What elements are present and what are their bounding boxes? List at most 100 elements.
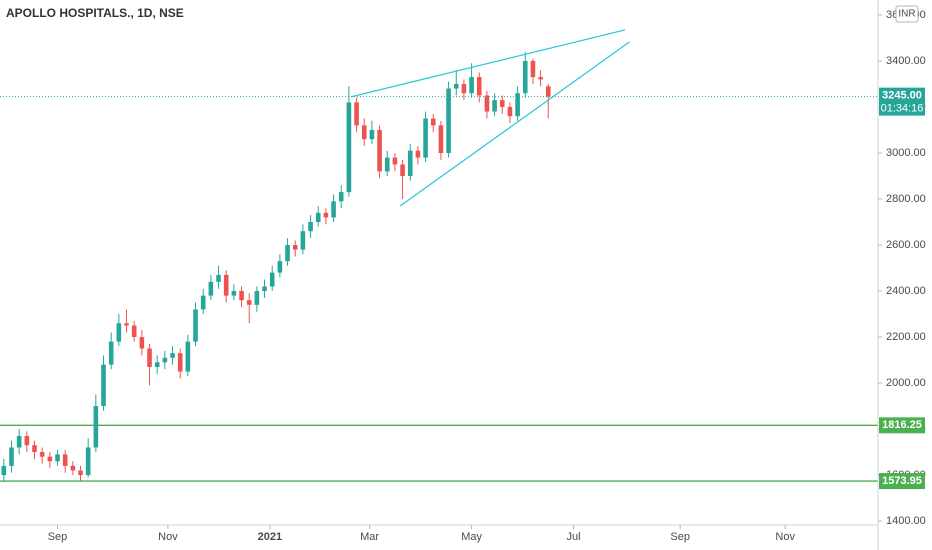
candle-body [193, 309, 198, 342]
candle-body [177, 353, 183, 372]
candle-body [116, 323, 122, 342]
candle-body [246, 300, 252, 305]
y-tick-label: 3400.00 [886, 55, 926, 67]
level-label: 1573.95 [882, 475, 922, 487]
candle-body [62, 454, 68, 466]
plot-area [0, 29, 878, 482]
candle-body [78, 470, 83, 476]
candle-body [24, 435, 30, 446]
candle-body [469, 77, 474, 94]
candle-body [39, 452, 45, 457]
candle-body [170, 353, 175, 358]
candle-body [139, 337, 145, 349]
level-badge [879, 473, 925, 490]
candle-body [277, 261, 283, 273]
candle-body [269, 272, 275, 287]
candle-body [346, 102, 352, 193]
candle-body [499, 100, 505, 107]
trendline [399, 41, 630, 207]
candle-body [1, 465, 7, 476]
x-tick-label: Sep [670, 531, 690, 543]
x-tick-label: 2021 [258, 531, 282, 543]
candle-body [9, 447, 14, 466]
x-tick-label: Sep [48, 531, 68, 543]
candle-body [369, 129, 375, 140]
candle-body [354, 102, 359, 126]
candle-body [208, 281, 214, 296]
countdown: 01:34:16 [881, 103, 924, 115]
candle-body [530, 60, 536, 78]
candle-body [200, 295, 206, 310]
chart-title: APOLLO HOSPITALS., 1D, NSE [6, 6, 184, 20]
y-tick-label: 2400.00 [886, 285, 926, 297]
candle-body [32, 445, 37, 453]
y-tick-label: 3000.00 [886, 147, 926, 159]
candle-body [338, 192, 344, 202]
last-price-label: 3245.00 [882, 90, 922, 102]
candle-body [492, 100, 497, 112]
candle-body [16, 435, 22, 448]
x-tick-label: May [461, 531, 482, 543]
candle-body [476, 77, 482, 96]
x-tick-label: Mar [360, 531, 379, 543]
y-tick-label: 2800.00 [886, 193, 926, 205]
candle-body [70, 465, 76, 471]
candle-body [223, 274, 229, 296]
candle-body [85, 447, 91, 476]
candle-body [124, 323, 129, 326]
currency-label: INR [898, 9, 915, 20]
candle-body [415, 150, 421, 158]
candle-body [377, 129, 382, 172]
candle-body [400, 164, 405, 176]
level-label: 1816.25 [882, 419, 922, 431]
y-tick-label: 2600.00 [886, 239, 926, 251]
candle-body [538, 77, 543, 80]
candle-body [93, 406, 99, 448]
candle-body [55, 454, 60, 462]
candle-body [384, 157, 390, 172]
candle-body [239, 291, 244, 301]
candle-body [522, 60, 528, 94]
y-tick-label: 2200.00 [886, 331, 926, 343]
candle-body [507, 106, 513, 117]
candle-body [484, 95, 490, 112]
candle-body [438, 125, 444, 153]
trendline [351, 29, 626, 98]
candle-body [423, 118, 428, 158]
candle-body [461, 83, 467, 94]
candle-body [515, 93, 520, 117]
candle-body [407, 150, 413, 176]
x-tick-label: Nov [158, 531, 178, 543]
candle-body [545, 86, 551, 97]
candle-body [47, 456, 53, 462]
candle-body [308, 222, 313, 232]
candle-body [392, 157, 398, 165]
candle-body [254, 291, 260, 305]
candle-body [331, 201, 336, 218]
candle-body [162, 357, 168, 363]
level-badge [879, 417, 925, 434]
x-tick-label: Jul [567, 531, 581, 543]
candle-body [216, 274, 221, 282]
candle-body [430, 118, 436, 126]
candle-body [231, 291, 237, 296]
candle-body [453, 83, 459, 89]
x-tick-label: Nov [775, 531, 795, 543]
currency-badge [895, 5, 919, 23]
candle-body [300, 231, 306, 250]
y-tick-label: 2000.00 [886, 377, 926, 389]
candle-body [101, 364, 106, 407]
candle-body [292, 245, 298, 250]
candle-body [361, 125, 367, 140]
candle-body [315, 212, 321, 223]
candle-body [185, 341, 191, 372]
candle-body [285, 245, 290, 262]
candle-body [147, 348, 152, 367]
candle-body [323, 212, 329, 218]
candle-body [131, 325, 137, 338]
candle-body [446, 88, 451, 153]
last-price-badge [879, 87, 925, 116]
candle-body [262, 286, 267, 292]
